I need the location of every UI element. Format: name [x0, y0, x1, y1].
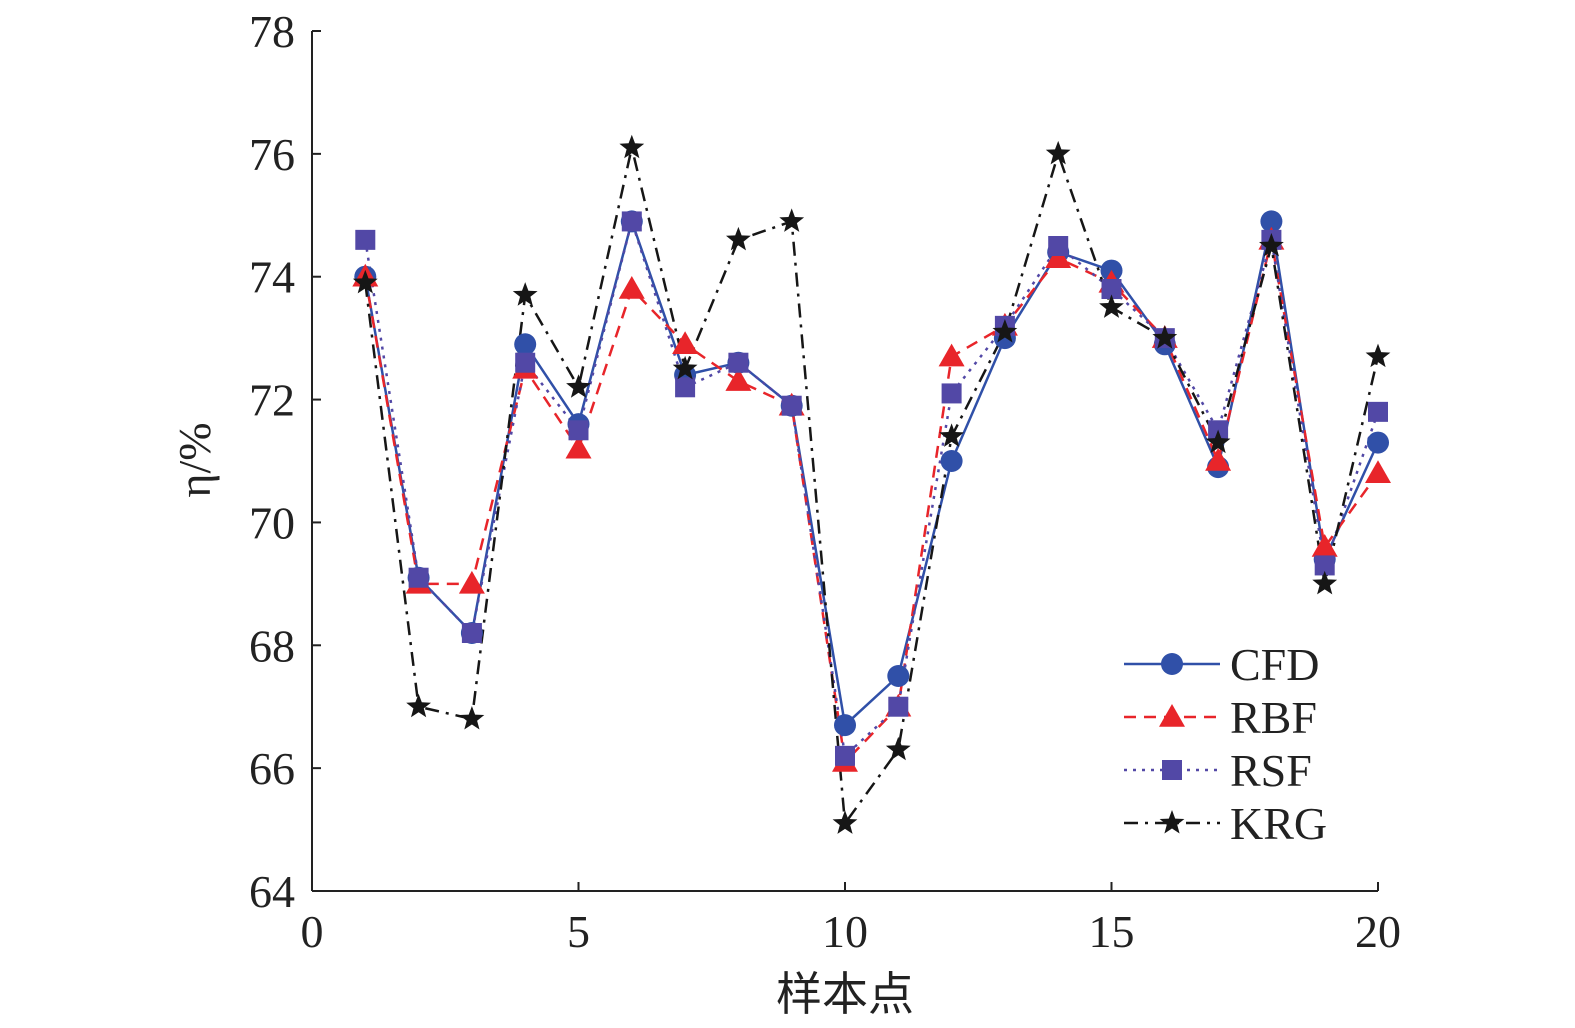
krg-data-point [512, 282, 538, 306]
legend-marker-rbf [1159, 704, 1185, 727]
krg-data-point [1312, 570, 1338, 595]
legend-marker-cfd [1161, 653, 1183, 675]
rsf-data-point [461, 623, 482, 643]
legend-label-rbf: RBF [1230, 692, 1317, 743]
rsf-data-point [781, 395, 802, 416]
x-tick-label: 15 [1089, 906, 1135, 957]
rbf-data-point [1205, 448, 1232, 471]
krg-data-point [832, 810, 858, 834]
rsf-data-point [621, 211, 642, 232]
krg-data-point [459, 706, 485, 730]
legend-marker-rsf [1162, 760, 1182, 780]
legend-label-krg: KRG [1230, 798, 1327, 849]
rbf-data-point [618, 276, 645, 299]
y-tick-label: 72 [249, 375, 295, 426]
legend-marker-krg [1159, 810, 1185, 834]
krg-data-point [992, 319, 1018, 343]
x-tick-label: 0 [301, 906, 324, 957]
y-tick-label: 64 [249, 866, 295, 917]
x-tick-label: 5 [567, 906, 590, 957]
rsf-data-point [1048, 236, 1069, 256]
rbf-data-point [1311, 534, 1338, 557]
krg-data-point [1099, 294, 1124, 318]
rsf-data-point [1314, 555, 1335, 576]
y-tick-label: 78 [249, 6, 295, 57]
y-tick-label: 70 [249, 497, 295, 548]
ticks: 64 66 68 70 72 74 76 78 0 5 10 15 20 [249, 6, 1401, 957]
krg-data-point [566, 374, 591, 398]
legend-label-rsf: RSF [1230, 745, 1312, 796]
rbf-data-point [1365, 460, 1391, 484]
rsf-data-point [1101, 279, 1122, 299]
series-markers [352, 134, 1391, 834]
legend-label-cfd: CFD [1230, 639, 1319, 690]
rsf-data-point [835, 745, 855, 766]
rbf-data-point [458, 570, 485, 594]
rsf-data-point [888, 696, 909, 717]
rsf-data-point [941, 383, 962, 404]
krg-data-point [352, 269, 378, 294]
cfd-data-point [1260, 210, 1283, 233]
krg-data-point [885, 736, 911, 761]
krg-data-point [939, 423, 964, 447]
cfd-data-point [514, 333, 537, 356]
krg-data-point [1205, 429, 1231, 454]
x-tick-label: 20 [1355, 906, 1401, 957]
krg-data-point [672, 355, 698, 380]
cfd-data-point [887, 665, 910, 687]
rsf-data-point [568, 420, 589, 441]
y-tick-label: 66 [249, 743, 295, 794]
krg-data-point [1259, 233, 1284, 257]
rsf-data-point [675, 377, 696, 398]
cfd-data-point [940, 450, 963, 472]
rbf-data-point [725, 368, 752, 391]
rbf-data-point [938, 343, 965, 367]
rsf-data-point [1368, 401, 1388, 422]
krg-data-point [726, 226, 751, 251]
krg-data-point [1045, 140, 1071, 165]
rsf-data-point [728, 352, 749, 373]
y-tick-label: 68 [249, 620, 295, 671]
rbf-data-point [1045, 245, 1072, 269]
rsf-data-point [408, 567, 429, 588]
x-tick-label: 10 [822, 906, 868, 957]
y-axis-title: η/% [169, 422, 220, 497]
cfd-data-point [1367, 431, 1389, 454]
krg-data-point [406, 693, 431, 718]
x-axis-title: 样本点 [776, 967, 914, 1021]
krg-data-point [619, 134, 645, 159]
rsf-data-point [355, 229, 376, 250]
krg-data-point [779, 208, 805, 232]
rbf-data-point [565, 435, 592, 459]
rsf-data-point [515, 352, 536, 373]
y-tick-label: 76 [249, 129, 295, 180]
krg-data-point [1365, 343, 1391, 368]
y-tick-label: 74 [249, 252, 295, 303]
cfd-data-point [834, 714, 856, 737]
rbf-data-point [672, 331, 699, 355]
rbf-series-line [364, 239, 1380, 765]
krg-data-point [1152, 325, 1178, 349]
